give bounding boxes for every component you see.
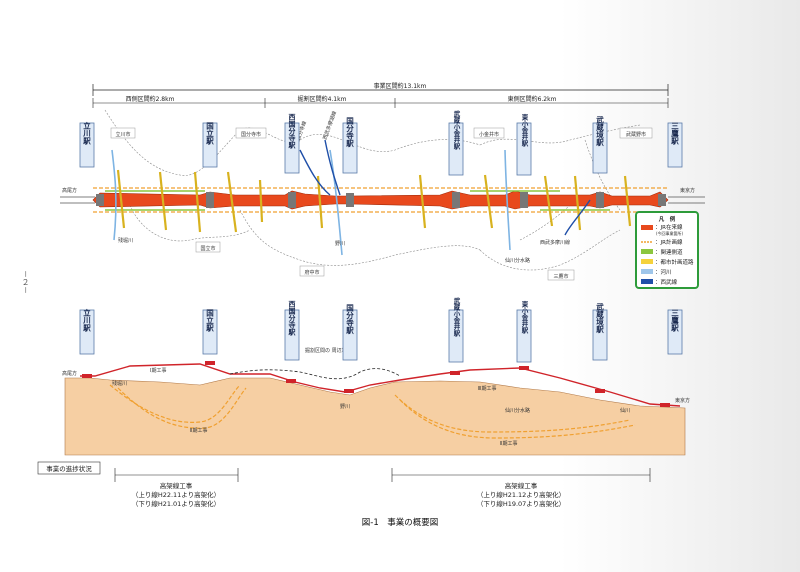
total-label: 事業区間約13.1km	[374, 82, 427, 90]
progress-section: 事業の進捗状況 高架線工事 （上り線H22.11より高架化） （下り線H21.0…	[37, 461, 651, 508]
profile-river-sengawa: 仙川分水路	[505, 407, 530, 414]
label-seibu-tamagawa: 西武多摩川線	[540, 239, 570, 246]
plan-map	[60, 109, 705, 271]
station-musashisakai-bottom: 武蔵境駅	[592, 302, 608, 361]
station-kunitachi-top: 国立駅	[202, 120, 218, 168]
city-mitaka: 三鷹市	[553, 273, 568, 280]
svg-text:：JR在来線: ：JR在来線	[655, 223, 683, 231]
svg-text:国分寺駅: 国分寺駅	[345, 303, 354, 336]
city-kokubunji: 国分寺市	[241, 131, 261, 138]
profile-work3: Ⅲ期工事	[478, 385, 496, 392]
progress-west-title: 高架線工事	[160, 481, 193, 490]
ground-profile	[64, 377, 686, 456]
legend-item: ：JR計画線	[641, 238, 683, 246]
station-musashikoganei-bottom: 武蔵小金井駅	[448, 296, 464, 363]
svg-text:：西武線: ：西武線	[655, 278, 678, 286]
progress-east-line1: （上り線H21.12より高架化）	[477, 490, 565, 499]
profile-section	[64, 361, 686, 456]
section-west-label: 西側区間約2.8km	[126, 95, 175, 103]
progress-east-line2: （下り線H19.07より高架化）	[477, 499, 565, 508]
profile-work4: Ⅱ期工事	[500, 440, 517, 447]
viaduct-line	[80, 363, 681, 407]
plan-east-direction: 東京方	[680, 187, 695, 194]
city-labels: 立川市 国分寺市 小金井市 武蔵野市 国立市 府中市 三鷹市	[110, 127, 653, 281]
station-tachikawa-bottom: 立川駅	[79, 307, 95, 355]
svg-text:武蔵小金井駅: 武蔵小金井駅	[452, 109, 461, 151]
section-east-label: 東側区間約6.2km	[508, 95, 557, 103]
section-dimensions	[92, 98, 669, 108]
progress-east-title: 高架線工事	[505, 481, 538, 490]
svg-text:西国分寺駅: 西国分寺駅	[288, 114, 297, 150]
profile-work1: Ⅰ期工事	[150, 367, 166, 374]
station-musashisakai-top: 武蔵境駅	[592, 115, 608, 174]
label-river-nogawa: 野川	[335, 240, 345, 247]
city-musashino: 武蔵野市	[626, 131, 646, 138]
legend-title: 凡 例	[659, 215, 676, 223]
svg-text:：河川: ：河川	[655, 268, 672, 276]
svg-text:武蔵境駅: 武蔵境駅	[595, 115, 604, 148]
legend-item: ：河川	[641, 268, 672, 276]
total-dimension	[92, 84, 669, 96]
city-tachikawa: 立川市	[115, 131, 130, 138]
top-stations: 立川駅 国立駅 西国分寺駅 国分寺駅 武蔵小金井駅 東小金井駅 武蔵境駅 三鷹	[79, 109, 683, 176]
svg-text:国分寺駅: 国分寺駅	[345, 116, 354, 149]
station-mitaka-top: 三鷹駅	[667, 121, 683, 168]
profile-east-direction: 東京方	[675, 397, 690, 404]
city-fuchu: 府中市	[304, 269, 319, 276]
svg-text:国立駅: 国立駅	[205, 307, 214, 332]
station-musashikoganei-top: 武蔵小金井駅	[448, 109, 464, 176]
progress-label: 事業の進捗状況	[46, 464, 92, 473]
legend-item: ：JR在来線 (今回事業箇所)	[641, 223, 684, 236]
jr-project-line	[92, 190, 669, 210]
svg-text:武蔵小金井駅: 武蔵小金井駅	[452, 296, 461, 338]
station-nishikokubunji-bottom: 西国分寺駅	[284, 301, 300, 361]
bottom-stations: 立川駅 国立駅 西国分寺駅 国分寺駅 武蔵小金井駅 東小金井駅 武蔵境駅 三鷹	[79, 296, 683, 363]
station-tachikawa-top: 立川駅	[79, 120, 95, 168]
label-river-sengawa: 仙川分水路	[505, 257, 530, 264]
legend: 凡 例 ：JR在来線 (今回事業箇所) ：JR計画線 ：関連側道 ：都市計画道路…	[635, 211, 699, 289]
legend-item: ：西武線	[641, 278, 678, 286]
profile-west-direction: 高尾方	[62, 370, 77, 377]
svg-text:三鷹駅: 三鷹駅	[670, 308, 679, 332]
progress-west-line1: （上り線H22.11より高架化）	[132, 490, 220, 499]
station-kunitachi-bottom: 国立駅	[202, 307, 218, 355]
city-kunitachi: 国立市	[200, 245, 215, 252]
svg-text:：JR計画線: ：JR計画線	[655, 238, 683, 246]
station-higashikoganei-bottom: 東小金井駅	[516, 299, 532, 363]
station-mitaka-bottom: 三鷹駅	[667, 308, 683, 355]
station-kokubunji-top: 国分寺駅	[342, 116, 358, 174]
station-kokubunji-bottom: 国分寺駅	[342, 303, 358, 361]
station-higashikoganei-top: 東小金井駅	[516, 112, 532, 176]
svg-text:東小金井駅: 東小金井駅	[520, 112, 529, 147]
legend-item: ：都市計画道路	[641, 258, 694, 266]
svg-text:武蔵境駅: 武蔵境駅	[595, 302, 604, 335]
profile-dig-note: 掘割区間の 周辺地盤面	[305, 347, 357, 354]
legend-item: ：関連側道	[641, 248, 683, 256]
svg-text:三鷹駅: 三鷹駅	[670, 121, 679, 145]
label-river-zanbori: 残堀川	[118, 237, 133, 244]
svg-text:立川駅: 立川駅	[82, 307, 91, 332]
progress-west-line2: （下り線H21.01より高架化）	[132, 499, 220, 508]
plan-west-direction: 高尾方	[62, 187, 77, 194]
svg-text:：関連側道: ：関連側道	[655, 248, 683, 256]
section-dig-label: 掘割区間約4.1km	[298, 95, 347, 103]
svg-text:：都市計画道路: ：都市計画道路	[655, 258, 694, 266]
station-nishikokubunji-top: 西国分寺駅	[284, 114, 300, 174]
label-seibu-tamako: 西武多摩湖線	[321, 110, 338, 141]
svg-text:国立駅: 国立駅	[205, 120, 214, 145]
profile-river-sen: 仙川	[620, 407, 630, 414]
page-number: －２－	[21, 270, 30, 294]
figure-caption: 図-1 事業の概要図	[362, 517, 438, 528]
svg-text:東小金井駅: 東小金井駅	[520, 299, 529, 334]
profile-work2: Ⅱ期工事	[190, 427, 207, 434]
svg-text:西国分寺駅: 西国分寺駅	[288, 301, 297, 337]
svg-text:(今回事業箇所): (今回事業箇所)	[656, 230, 684, 236]
profile-river-nogawa: 野川	[340, 403, 350, 410]
profile-river-zanbori: 残堀川	[112, 380, 127, 387]
city-koganei: 小金井市	[479, 131, 499, 138]
svg-text:立川駅: 立川駅	[82, 120, 91, 145]
